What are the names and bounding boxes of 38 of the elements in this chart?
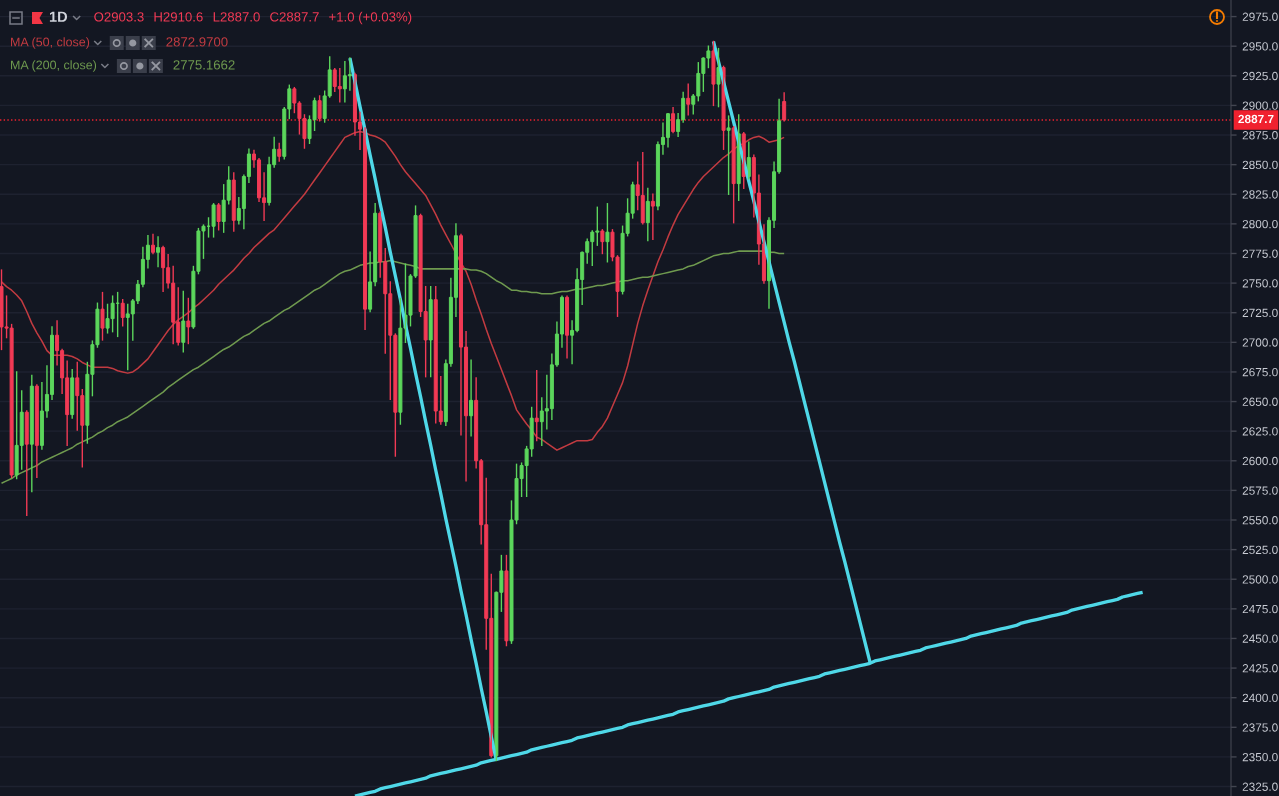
text: MA (200, close): [11, 60, 97, 72]
y-tick-label: 2675.0: [1242, 367, 1278, 377]
annotation: 2775.1662: [173, 60, 235, 70]
y-tick-label: 2325.0: [1242, 782, 1278, 791]
y-tick-label: 2725.0: [1242, 308, 1278, 318]
annotation: L2887.0: [213, 12, 260, 22]
y-tick-label: 2500.0: [1242, 575, 1278, 584]
y-tick-label: 2900.0: [1242, 101, 1278, 110]
annotation: 2872.9700: [166, 37, 228, 47]
y-tick-label: 2925.0: [1242, 71, 1278, 81]
annotation: C2887.7: [270, 12, 319, 22]
y-tick-label: 2850.0: [1242, 160, 1278, 170]
y-tick-label: 2550.0: [1242, 516, 1278, 525]
text: MA (50, close): [11, 37, 90, 49]
y-tick-label: 2775.0: [1242, 249, 1278, 258]
y-tick-label: 2875.0: [1242, 131, 1278, 140]
y-tick-label: 2375.0: [1242, 723, 1278, 732]
y-tick-label: 2450.0: [1242, 634, 1278, 643]
y-tick-label: 2575.0: [1242, 486, 1278, 495]
y-tick-label: 2400.0: [1242, 693, 1278, 703]
annotation: H2910.6: [154, 12, 203, 22]
y-tick-label: 2825.0: [1242, 190, 1278, 199]
y-tick-label: 2625.0: [1242, 427, 1278, 436]
annotation: O2903.3: [94, 12, 144, 22]
y-tick-label: 2975.0: [1242, 12, 1278, 21]
y-tick-label: 2425.0: [1242, 664, 1278, 673]
y-tick-label: 2475.0: [1242, 604, 1278, 614]
y-tick-label: 2800.0: [1242, 219, 1278, 229]
y-tick-label: 2600.0: [1242, 456, 1278, 466]
y-tick-label: 2700.0: [1242, 338, 1278, 347]
y-tick-label: 2650.0: [1242, 397, 1278, 406]
ref-line-label: 2887.7: [1238, 114, 1274, 124]
y-tick-label: 2350.0: [1242, 752, 1278, 762]
annotation: +1.0 (+0.03%): [329, 11, 412, 25]
y-tick-label: 2950.0: [1242, 42, 1278, 51]
y-tick-label: 2750.0: [1242, 279, 1278, 288]
y-tick-label: 2525.0: [1242, 545, 1278, 555]
text: 1D: [49, 11, 68, 22]
